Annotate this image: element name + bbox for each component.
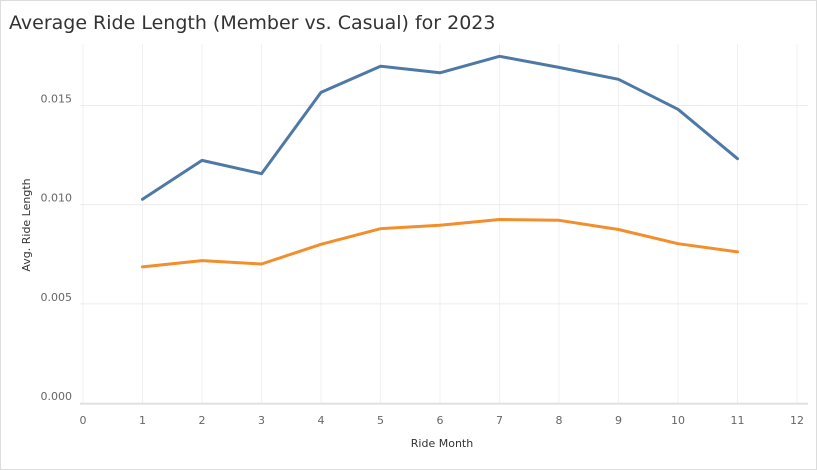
chart-title: Average Ride Length (Member vs. Casual) … — [9, 12, 496, 34]
x-tick-label: 4 — [318, 414, 325, 427]
x-tick-label: 3 — [258, 414, 265, 427]
x-tick-label: 0 — [80, 414, 87, 427]
x-tick-label: 11 — [731, 414, 745, 427]
y-tick-labels: 0.000 0.005 0.010 0.015 — [41, 93, 73, 404]
x-tick-label: 7 — [496, 414, 503, 427]
y-tick-label: 0.010 — [41, 192, 73, 205]
y-tick-label: 0.000 — [41, 390, 73, 403]
horizontal-gridlines — [80, 105, 808, 404]
series-lines — [141, 54, 739, 269]
x-tick-label: 1 — [139, 414, 146, 427]
x-tick-label: 2 — [199, 414, 206, 427]
y-axis-title: Avg. Ride Length — [20, 178, 33, 271]
y-tick-label: 0.015 — [41, 93, 73, 106]
x-tick-label: 8 — [556, 414, 563, 427]
series-line-2 — [141, 218, 739, 269]
x-tick-label: 9 — [615, 414, 622, 427]
series-line-1 — [141, 54, 739, 201]
x-tick-label: 12 — [790, 414, 804, 427]
y-tick-label: 0.005 — [41, 291, 73, 304]
x-axis-title: Ride Month — [411, 437, 473, 450]
x-tick-label: 10 — [671, 414, 685, 427]
x-tick-label: 6 — [437, 414, 444, 427]
x-tick-label: 5 — [377, 414, 384, 427]
x-tick-labels: 0 1 2 3 4 5 6 7 8 9 10 11 12 — [80, 414, 805, 427]
